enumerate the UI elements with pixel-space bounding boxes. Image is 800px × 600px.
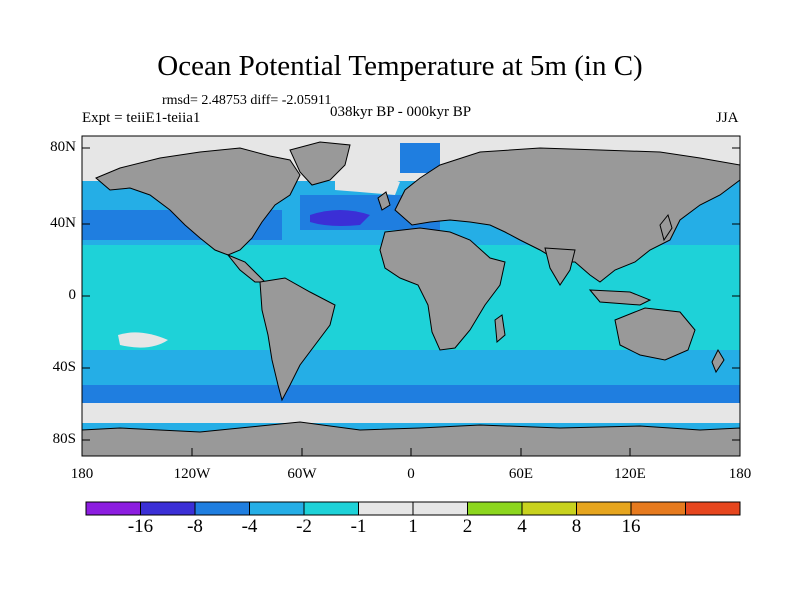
colorbar-label: 16 [621, 516, 641, 537]
colorbar-label: -4 [241, 516, 258, 537]
lon-label-180e: 180 [728, 466, 752, 482]
period-label: 038kyr BP - 000kyr BP [330, 104, 472, 120]
india [544, 247, 576, 286]
lon-label-120w: 120W [173, 466, 211, 482]
lat-label-80n: 80N [50, 139, 76, 155]
axis-ticks [81, 147, 741, 456]
colorbar-box [140, 501, 196, 516]
colorbar-label: 4 [517, 516, 527, 537]
experiment-label: Expt = teiiE1-teiia1 [82, 110, 201, 126]
lon-label-60w: 60W [287, 466, 317, 482]
stats-label: rmsd= 2.48753 diff= -2.05911 [162, 93, 332, 108]
colorbar-label: 8 [571, 516, 582, 537]
colorbar-box [194, 501, 250, 516]
nordic-white [335, 174, 400, 195]
lon-label-180w: 180 [70, 466, 94, 482]
colorbar-box [576, 501, 632, 516]
season-label: JJA [716, 110, 739, 126]
lat-label-0: 0 [68, 287, 77, 303]
colorbar-label: 1 [408, 516, 418, 537]
british-isles [377, 191, 391, 211]
colorbar-boxes [85, 501, 741, 516]
colorbar-label: -8 [187, 516, 203, 537]
colorbar-box [303, 501, 359, 516]
lon-label-60e: 60E [508, 466, 534, 482]
antarctica [82, 421, 740, 456]
colorbar-box [85, 501, 141, 516]
colorbar-box [412, 501, 468, 516]
lat-label-80s: 80S [52, 431, 76, 447]
colorbar-box [249, 501, 305, 516]
map-title: Ocean Potential Temperature at 5m (in C) [157, 50, 643, 82]
colorbar-label: -2 [296, 516, 312, 537]
lat-label-40n: 40N [50, 215, 76, 231]
barents-blue [400, 143, 440, 173]
australia [614, 307, 696, 361]
colorbar-box [630, 501, 686, 516]
colorbar-box [521, 501, 577, 516]
south-america [259, 277, 336, 402]
lon-label-0: 0 [407, 466, 415, 482]
land-masses [82, 141, 740, 456]
new-zealand [711, 348, 725, 374]
colorbar-box [467, 501, 523, 516]
greenland [289, 141, 351, 186]
lat-label-40s: 40S [52, 359, 76, 375]
colorbar-box [358, 501, 414, 516]
north-america [95, 147, 301, 256]
south-pacific-white [118, 332, 168, 348]
colorbar-label: -1 [350, 516, 367, 537]
lon-label-120e: 120E [614, 466, 646, 482]
north-atlantic-violet [310, 210, 370, 226]
madagascar [494, 314, 506, 344]
colorbar-label: 2 [462, 516, 473, 537]
japan [659, 213, 673, 242]
antarctic-ice-band [82, 403, 740, 423]
africa [379, 227, 506, 351]
southern-ocean-band [82, 385, 740, 405]
eurasia [394, 147, 740, 283]
colorbar-label: -16 [127, 516, 154, 537]
indonesia [588, 289, 652, 306]
colorbar-box [685, 501, 741, 516]
